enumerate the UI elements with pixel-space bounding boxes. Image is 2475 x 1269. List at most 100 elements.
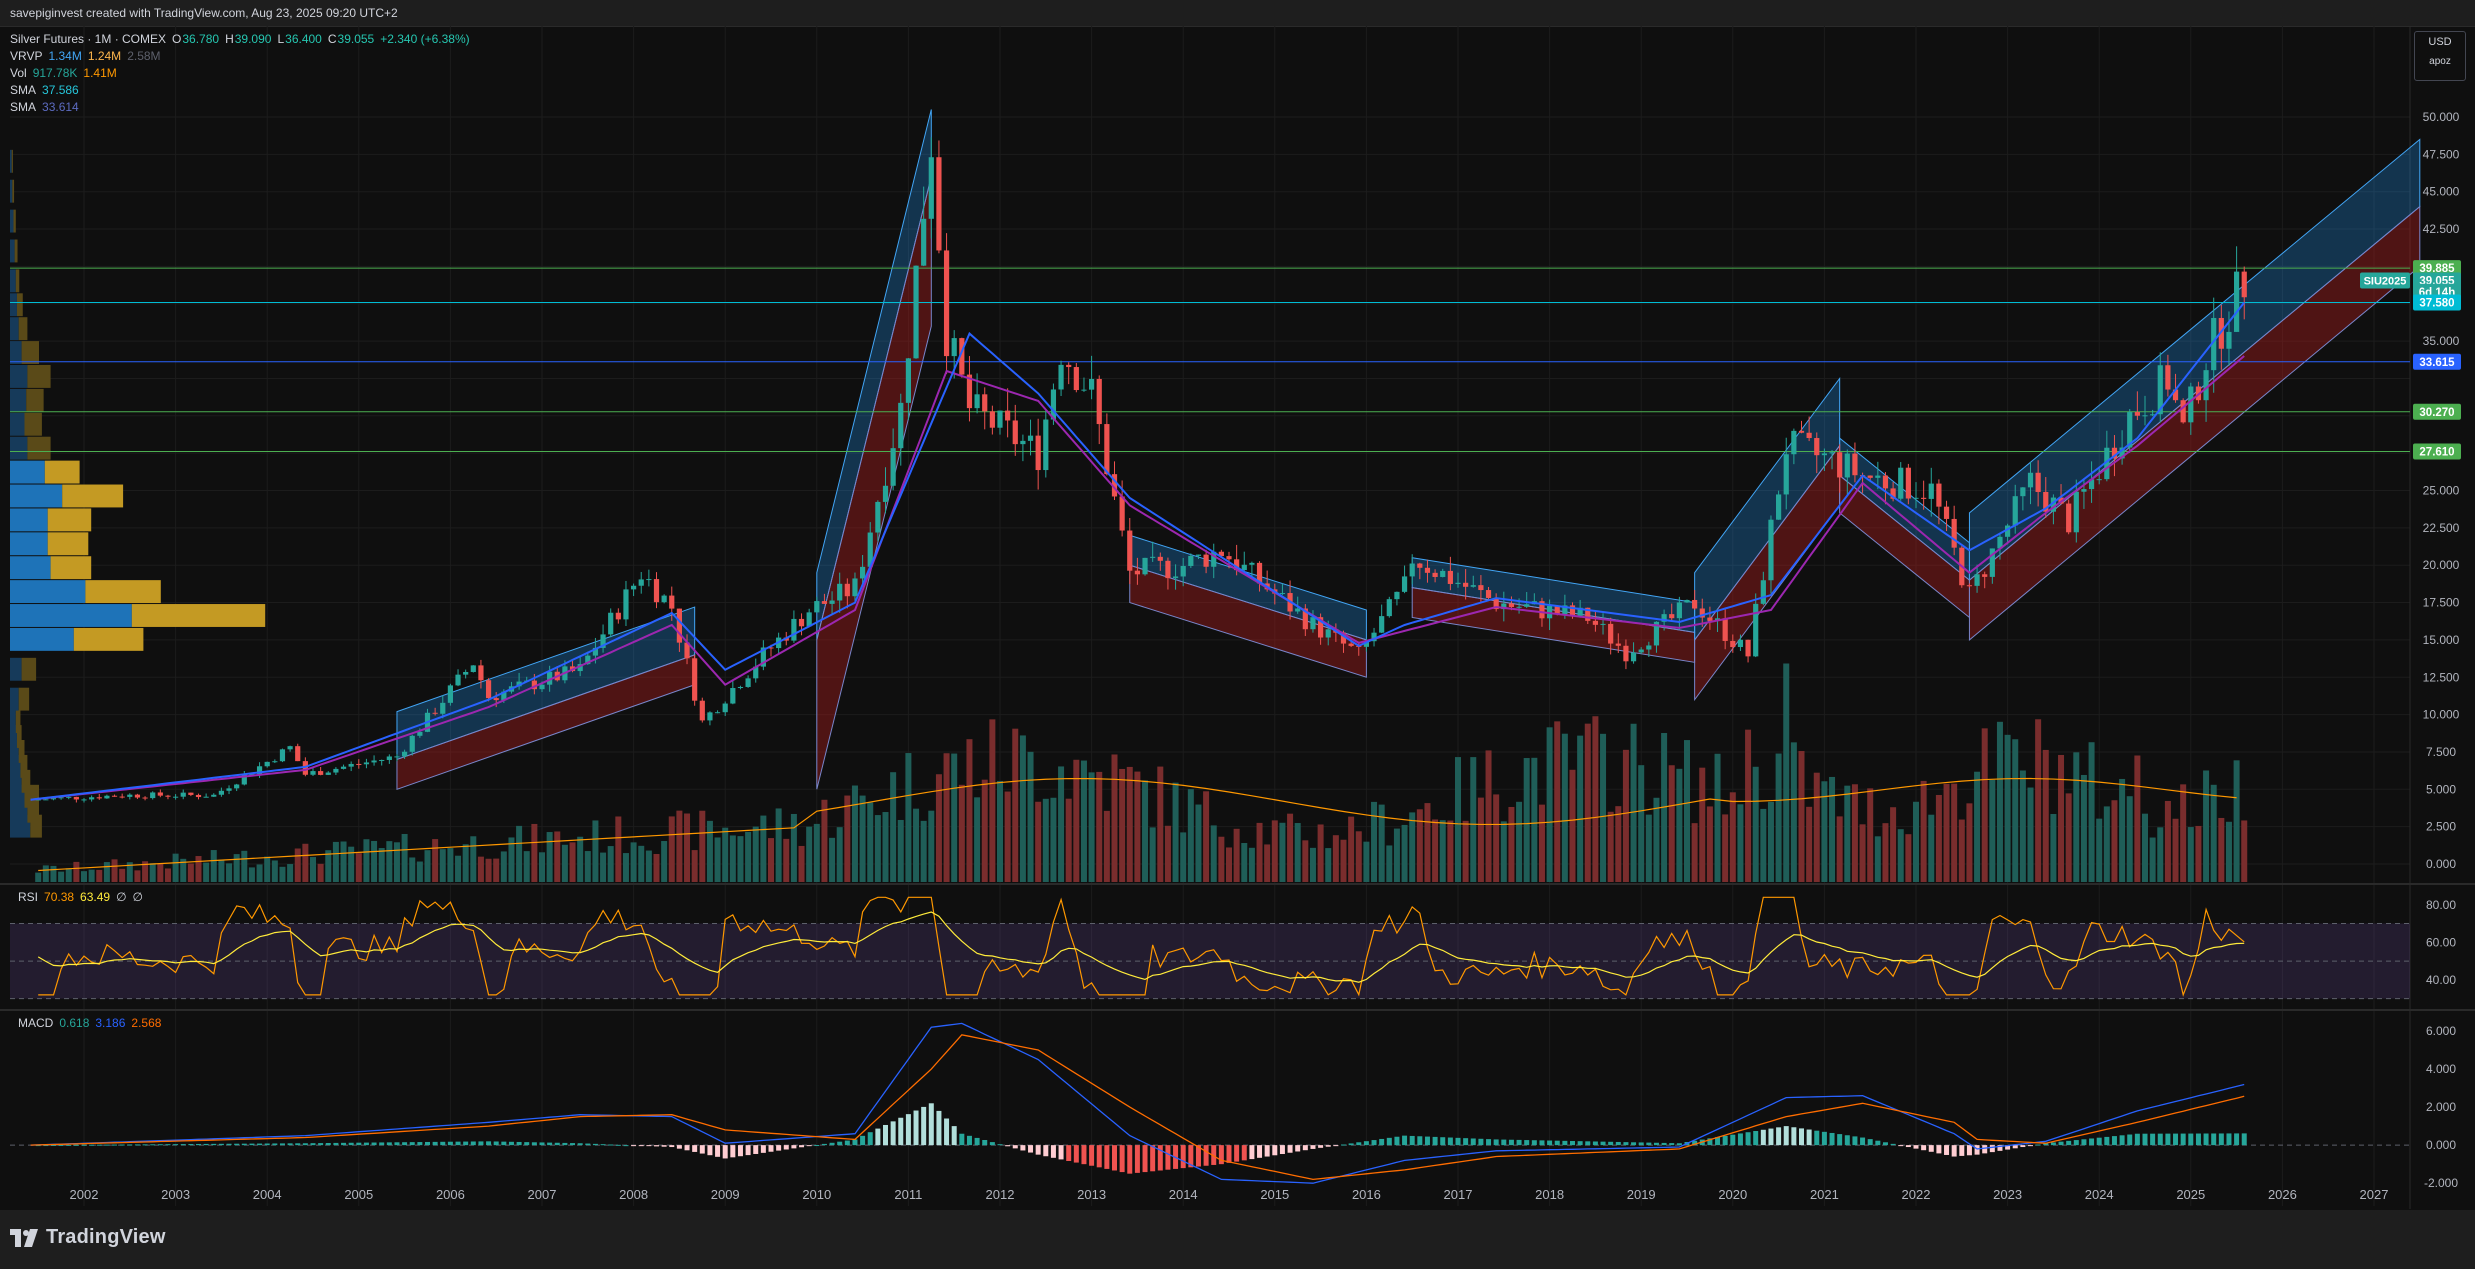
macd-histogram-bar	[646, 1145, 652, 1147]
price-tick-label: 0.000	[2426, 857, 2456, 871]
macd-histogram-bar	[2005, 1145, 2011, 1150]
price-tick-label: 10.000	[2423, 708, 2460, 722]
candle-body	[302, 761, 308, 775]
chart[interactable]: 0.000 2.500 5.000 7.500 10.000 12.500 15.000 17…	[0, 26, 2475, 1210]
volume-legend[interactable]: Vol 917.78K 1.41M	[10, 66, 117, 80]
candle-body	[1524, 604, 1530, 607]
volume-bar	[294, 848, 301, 882]
macd-histogram-bar	[1913, 1145, 1919, 1149]
candle-body	[1134, 570, 1140, 575]
candle-body	[1753, 603, 1759, 657]
candle-body	[951, 338, 957, 357]
volume-bar	[1371, 801, 1378, 882]
tradingview-logo-icon	[10, 1228, 38, 1247]
macd-histogram-bar	[814, 1145, 820, 1147]
candle-body	[1768, 519, 1774, 581]
volume-bar	[2096, 818, 2103, 882]
volume-bar	[195, 856, 202, 882]
macd-histogram-bar	[1478, 1138, 1484, 1146]
tradingview-logo[interactable]: TradingView	[10, 1226, 166, 1249]
volume-bar	[1050, 797, 1057, 882]
macd-histogram-bar	[1982, 1145, 1988, 1154]
profile-bar-down	[18, 687, 30, 711]
macd-histogram-bar	[1211, 1145, 1217, 1165]
volume-bar	[1340, 839, 1347, 882]
currency-selector[interactable]: USD apoz	[2414, 31, 2466, 81]
price-tick-label: 50.000	[2423, 110, 2460, 124]
profile-bar-up	[10, 436, 28, 460]
candle-body	[1569, 605, 1576, 616]
profile-bar-down	[131, 604, 266, 627]
rsi-legend[interactable]: RSI 70.38 63.49 ∅ ∅	[18, 890, 143, 904]
profile-bar-up	[10, 657, 22, 681]
profile-bar-up	[10, 754, 21, 778]
candle-body	[1256, 562, 1263, 584]
candle-body	[531, 680, 537, 690]
price-tag-label: 27.610	[2419, 447, 2454, 459]
volume-bar	[1890, 807, 1897, 882]
volume-bar	[1920, 780, 1927, 882]
candle-body	[1974, 574, 1980, 586]
macd-histogram-bar	[1737, 1133, 1743, 1146]
macd-histogram-bar	[1715, 1137, 1721, 1146]
symbol-legend: Silver Futures · 1M · COMEX O36.780 H39.09…	[10, 32, 470, 46]
macd-histogram-bar	[928, 1103, 934, 1146]
rsi-line	[38, 896, 2245, 997]
macd-histogram-bar	[1707, 1138, 1713, 1146]
macd-histogram-bar	[1676, 1143, 1682, 1146]
sma-legend-1[interactable]: SMA 37.586	[10, 83, 79, 97]
vrvp-legend[interactable]: VRVP 1.34M 1.24M 2.58M	[10, 49, 161, 63]
candle-body	[997, 410, 1003, 428]
macd-legend[interactable]: MACD 0.618 3.186 2.568	[18, 1016, 162, 1030]
profile-bar-down	[24, 412, 42, 436]
macd-histogram-bar	[1669, 1143, 1675, 1146]
price-tick-label: 47.500	[2423, 147, 2460, 161]
volume-bar	[1966, 803, 1973, 882]
macd-histogram-bar	[737, 1145, 743, 1157]
volume-bar	[1935, 794, 1942, 882]
macd-histogram-bar	[1325, 1145, 1331, 1147]
channel-red	[816, 176, 932, 790]
volume-bar	[1241, 842, 1248, 882]
volume-bar	[325, 850, 332, 882]
macd-histogram-bar	[1966, 1145, 1972, 1156]
profile-bar-up	[10, 293, 17, 317]
macd-histogram-bar	[1203, 1145, 1209, 1166]
macd-histogram-bar	[715, 1145, 721, 1157]
volume-bar	[1363, 841, 1370, 882]
volume-bar	[699, 810, 706, 882]
price-tick-label: 45.000	[2423, 185, 2460, 199]
candle-body	[1760, 580, 1766, 604]
macd-histogram-bar	[1562, 1140, 1568, 1146]
candle-body	[1669, 614, 1675, 619]
candle-body	[2104, 447, 2110, 480]
candle-body	[1348, 643, 1354, 646]
macd-histogram-bar	[730, 1145, 736, 1158]
profile-bar-down	[20, 754, 28, 778]
volume-bar	[1714, 753, 1721, 882]
volume-bars	[35, 663, 2248, 882]
macd-histogram-bar	[127, 1144, 133, 1146]
macd-histogram-bar	[1134, 1145, 1140, 1173]
candle-body	[806, 612, 812, 627]
volume-bar	[760, 815, 767, 882]
macd-histogram-bar	[1043, 1145, 1049, 1157]
time-tick-label: 2009	[711, 1187, 740, 1202]
time-tick-label: 2011	[894, 1187, 922, 1202]
candle-body	[692, 658, 698, 701]
rsi-tick-label: 40.00	[2426, 973, 2456, 987]
macd-histogram-bar	[501, 1141, 507, 1146]
macd-histogram-bar	[974, 1137, 980, 1146]
volume-bar	[1432, 819, 1439, 882]
macd-histogram-bar	[608, 1144, 614, 1146]
macd-histogram-bar	[883, 1124, 888, 1146]
macd-histogram-bar	[1615, 1141, 1621, 1146]
volume-bar	[1157, 766, 1164, 882]
profile-bar-down	[44, 460, 80, 484]
sma-legend-2[interactable]: SMA 33.614	[10, 100, 79, 114]
time-tick-label: 2008	[619, 1187, 648, 1202]
volume-bar	[1058, 766, 1065, 882]
macd-histogram-bar	[1730, 1134, 1736, 1146]
macd-histogram-bar	[1440, 1137, 1446, 1146]
volume-bar	[943, 753, 950, 882]
